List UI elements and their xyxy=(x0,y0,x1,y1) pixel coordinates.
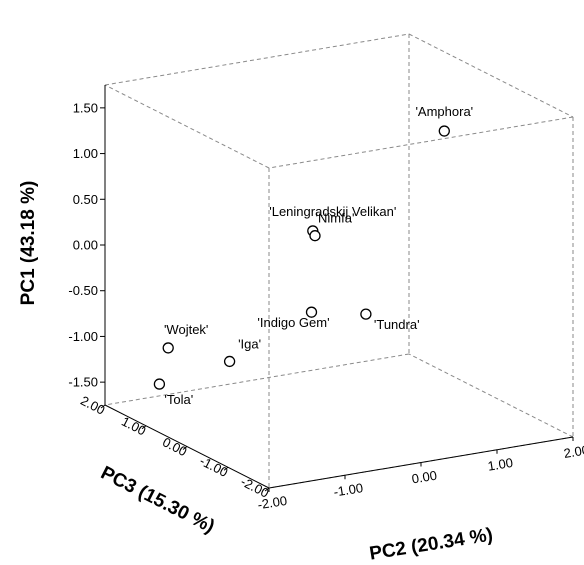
y-tick-label: -1.00 xyxy=(68,329,98,344)
data-point-group: 'Iga' xyxy=(223,336,261,368)
x-tick-label: -1.00 xyxy=(332,480,364,499)
z-axis-label: PC3 (15.30 %) xyxy=(97,462,218,537)
data-point-marker xyxy=(360,308,372,320)
data-point-group: 'Amphora' xyxy=(415,104,473,137)
data-point-label: 'Indigo Gem' xyxy=(257,315,329,330)
data-point-label: 'Tola' xyxy=(164,392,193,407)
box-edge xyxy=(104,353,410,406)
data-point-label: 'Tundra' xyxy=(374,317,420,332)
y-tick-label: -0.50 xyxy=(68,283,98,298)
box-edge xyxy=(268,116,574,169)
y-tick-label: 1.50 xyxy=(73,100,98,115)
z-tick-mark xyxy=(182,446,188,450)
z-tick-mark xyxy=(223,466,229,471)
axes xyxy=(104,85,574,489)
data-point-group: 'Indigo Gem' xyxy=(257,306,330,330)
z-tick-label: -1.00 xyxy=(197,453,230,480)
x-axis-label: PC2 (20.34 %) xyxy=(368,524,494,564)
z-tick-mark xyxy=(141,425,147,430)
y-tick-label: 1.00 xyxy=(73,146,98,161)
data-point-marker xyxy=(305,306,318,318)
data-points: 'Amphora' 'Leningradskij Velikan''Nimfa' '… xyxy=(153,104,473,407)
data-point-label: 'Nimfa' xyxy=(316,211,355,226)
x-tick-label: -2.00 xyxy=(256,493,288,512)
x-tick-label: 0.00 xyxy=(411,468,438,487)
x-tick-label: 1.00 xyxy=(487,455,514,474)
z-tick-mark xyxy=(100,404,106,409)
box-edge xyxy=(104,33,410,86)
data-point-group: 'Tola' xyxy=(153,378,193,407)
data-point-marker xyxy=(438,125,450,137)
data-point-label: 'Amphora' xyxy=(415,104,473,119)
z-tick-label: 0.00 xyxy=(160,434,189,459)
y-tick-label: -1.50 xyxy=(68,375,98,390)
box-edge xyxy=(408,353,574,438)
z-tick-label: 2.00 xyxy=(78,393,107,418)
data-point-marker xyxy=(153,378,166,390)
plot-box xyxy=(104,33,574,489)
data-point-label: 'Iga' xyxy=(238,336,261,351)
z-tick-mark xyxy=(264,487,270,492)
box-edge xyxy=(104,84,270,169)
y-axis-label: PC1 (43.18 %) xyxy=(18,181,39,306)
z-tick-label: 1.00 xyxy=(119,414,148,439)
x-tick-label: 2.00 xyxy=(563,442,584,461)
data-point-marker xyxy=(162,342,174,354)
data-point-group: 'Wojtek' xyxy=(162,322,208,354)
data-point-group: 'Nimfa' xyxy=(309,211,355,242)
y-tick-label: 0.50 xyxy=(73,192,98,207)
data-point-group: 'Tundra' xyxy=(360,308,420,332)
data-point-label: 'Wojtek' xyxy=(164,322,208,337)
box-edge xyxy=(408,33,574,118)
data-point-marker xyxy=(309,230,321,242)
data-point-marker xyxy=(223,355,236,368)
y-tick-label: 0.00 xyxy=(73,238,98,253)
tick-labels: 1.50 1.00 0.50 0.00 -0.50 -1.00 -1.50 2.00 1.00 0… xyxy=(68,100,584,512)
data-point-label: 'Leningradskij Velikan' xyxy=(269,204,396,219)
